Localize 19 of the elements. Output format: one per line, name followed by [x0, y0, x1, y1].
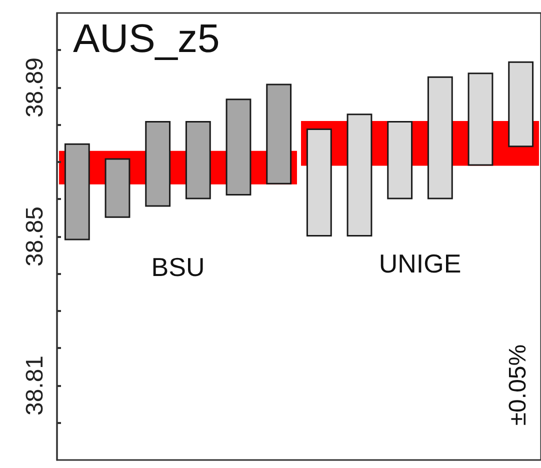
- bar: [266, 84, 292, 184]
- bar: [64, 143, 90, 240]
- y-tick-label: 38.85: [22, 206, 48, 267]
- bar: [226, 98, 252, 196]
- annotation: UNIGE: [378, 248, 462, 278]
- bar: [145, 121, 171, 207]
- bar: [427, 76, 453, 200]
- annotation: ±0.05%: [504, 344, 532, 426]
- chart-title: AUS_z5: [73, 17, 220, 61]
- bar: [387, 121, 413, 200]
- y-tick-label: 38.81: [22, 355, 48, 416]
- bar: [185, 121, 211, 200]
- bar: [306, 128, 332, 236]
- annotation: BSU: [151, 252, 205, 282]
- bar: [346, 114, 372, 236]
- bar: [104, 158, 130, 218]
- y-tick-label: 38.89: [22, 57, 48, 118]
- bar: [508, 61, 534, 148]
- bar: [468, 72, 494, 166]
